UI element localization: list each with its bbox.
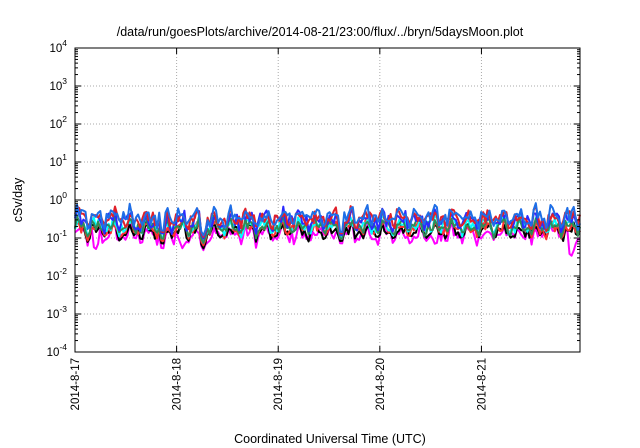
y-axis: 10-4 10-3 10-2 10-1 100 101 102 103 104 xyxy=(47,38,580,359)
y-tick-label: 10-1 xyxy=(47,228,68,245)
x-tick-label: 2014-8-18 xyxy=(172,358,184,410)
x-tick-label: 2014-8-20 xyxy=(375,358,387,410)
x-tick-label: 2014-8-21 xyxy=(476,358,488,410)
y-axis-label: cSv/day xyxy=(11,177,25,222)
y-tick-label: 10-3 xyxy=(47,304,68,321)
series-group xyxy=(74,202,581,257)
y-tick-label: 10-4 xyxy=(47,342,68,359)
x-axis-label: Coordinated Universal Time (UTC) xyxy=(234,432,426,446)
y-tick-label: 10-2 xyxy=(47,266,68,283)
grid xyxy=(75,48,580,352)
chart-title: /data/run/goesPlots/archive/2014-08-21/2… xyxy=(117,25,524,39)
y-tick-label: 103 xyxy=(49,76,67,93)
x-tick-label: 2014-8-17 xyxy=(70,358,82,410)
x-tick-label: 2014-8-19 xyxy=(273,358,285,410)
y-tick-label: 104 xyxy=(49,38,67,55)
y-tick-label: 100 xyxy=(49,190,67,207)
y-tick-label: 102 xyxy=(49,114,67,131)
series-line xyxy=(74,202,581,237)
y-tick-label: 101 xyxy=(49,152,67,169)
x-axis: 2014-8-17 2014-8-18 2014-8-19 2014-8-20 2014… xyxy=(70,48,488,410)
